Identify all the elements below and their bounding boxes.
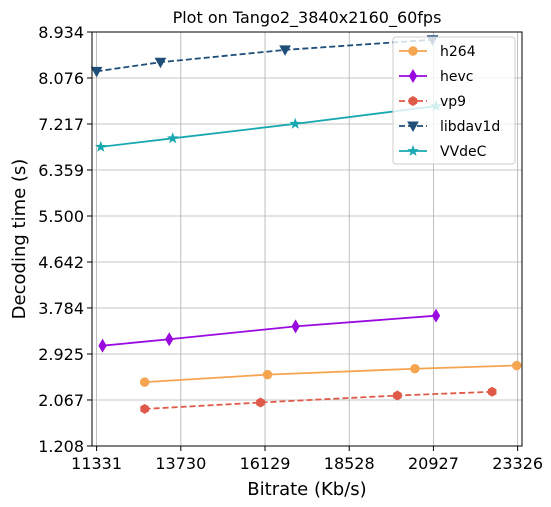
legend-box <box>392 36 516 165</box>
data-point-vp9 <box>393 390 402 401</box>
legend-item-h264: h264 <box>399 44 476 60</box>
tick-layer: 11331 13730 16129 18528 20927 23326 1.208 2.067… <box>38 23 543 473</box>
data-point-h264 <box>139 377 150 387</box>
data-point-libdav1d <box>154 57 167 69</box>
data-point-libdav1d <box>90 66 103 78</box>
data-point-vp9 <box>487 386 497 397</box>
series-line-vp9 <box>144 390 493 410</box>
series-h264 <box>139 360 522 387</box>
y-tick-label: 4.642 <box>38 253 84 272</box>
x-tick-label: 20927 <box>408 454 459 473</box>
series-vp9 <box>140 386 497 414</box>
y-tick-label: 8.076 <box>38 69 84 88</box>
legend-marker-h264 <box>408 46 418 56</box>
data-point-hevc <box>98 338 107 353</box>
data-point-h264 <box>262 369 273 380</box>
y-tick-label: 1.208 <box>38 437 84 456</box>
legend-item-hevc: hevc <box>399 69 473 85</box>
legend-label-vvdec: VVdeC <box>440 144 487 160</box>
data-point-vp9 <box>256 397 265 408</box>
series-layer <box>90 35 522 414</box>
series-line-vvdec <box>100 105 437 148</box>
series-line-h264 <box>144 364 517 384</box>
series-libdav1d <box>90 35 439 78</box>
data-point-hevc <box>291 319 300 334</box>
data-point-hevc <box>165 332 174 347</box>
x-axis-title: Bitrate (Kb/s) <box>247 479 366 500</box>
legend-marker-vp9 <box>408 96 418 106</box>
legend: h264 hevc vp9 libdav1d VVdeC <box>392 36 516 165</box>
data-point-vvdec <box>289 117 302 129</box>
y-tick-label: 5.500 <box>38 207 84 226</box>
data-point-h264 <box>512 360 522 371</box>
y-tick-label: 2.925 <box>38 345 84 364</box>
series-line-libdav1d <box>96 38 433 73</box>
series-line-hevc <box>102 314 437 347</box>
y-tick-label: 6.359 <box>38 161 84 180</box>
legend-label-h264: h264 <box>440 44 476 60</box>
x-tick-label: 16129 <box>240 454 291 473</box>
data-point-vp9 <box>140 403 149 414</box>
y-tick-label: 2.067 <box>38 391 84 410</box>
x-tick-label: 23326 <box>492 454 543 473</box>
data-point-h264 <box>410 364 420 374</box>
grid-layer <box>92 31 522 447</box>
plot-frame <box>91 31 523 447</box>
legend-label-libdav1d: libdav1d <box>440 119 500 135</box>
chart-title: Plot on Tango2_3840x2160_60fps <box>173 8 442 28</box>
legend-label-vp9: vp9 <box>440 94 466 110</box>
series-hevc <box>98 308 441 353</box>
legend-marker-vvdec <box>407 144 419 156</box>
legend-item-libdav1d: libdav1d <box>399 119 500 135</box>
y-tick-label: 8.934 <box>38 23 84 42</box>
legend-marker-libdav1d <box>407 121 419 133</box>
x-tick-label: 11331 <box>71 454 122 473</box>
legend-item-vp9: vp9 <box>399 94 466 110</box>
x-tick-label: 18528 <box>324 454 375 473</box>
data-point-libdav1d <box>279 45 291 56</box>
x-tick-label: 13730 <box>155 454 206 473</box>
data-point-vvdec <box>95 140 107 152</box>
y-tick-label: 3.784 <box>38 299 84 318</box>
data-point-hevc <box>431 308 441 323</box>
legend-marker-hevc <box>408 69 418 83</box>
legend-item-vvdec: VVdeC <box>399 144 487 160</box>
y-tick-label: 7.217 <box>38 115 84 134</box>
y-axis-title: Decoding time (s) <box>9 159 30 320</box>
legend-label-hevc: hevc <box>440 69 473 85</box>
data-point-vvdec <box>166 132 179 144</box>
